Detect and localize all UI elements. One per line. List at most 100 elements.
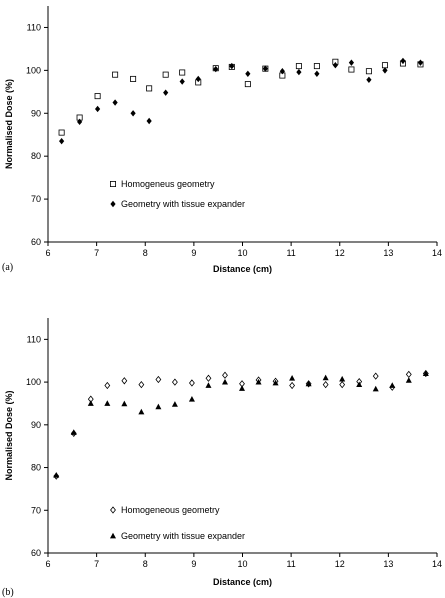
data-point <box>121 377 128 385</box>
data-point <box>58 129 65 136</box>
data-point <box>179 78 185 85</box>
data-point <box>87 400 94 406</box>
data-point <box>365 68 372 75</box>
data-point <box>366 76 372 84</box>
series-2 <box>53 370 429 478</box>
panel-label: (b) <box>2 587 14 598</box>
legend-label: Geometry with tissue expander <box>121 199 245 209</box>
legend: Homogeneus geometry Geometry with tissue … <box>110 179 245 209</box>
x-tick-label: 10 <box>237 248 247 258</box>
data-point <box>205 382 212 388</box>
data-point <box>188 395 195 402</box>
x-tick-label: 12 <box>335 559 345 569</box>
data-point <box>205 374 212 382</box>
x-tick-label: 6 <box>45 559 50 569</box>
legend-marker <box>110 532 116 539</box>
data-point <box>245 70 251 77</box>
y-tick-label: 60 <box>31 237 41 247</box>
y-axis-title: Normalised Dose (%) <box>4 390 14 480</box>
data-point <box>130 75 137 82</box>
x-tick-label: 8 <box>143 559 148 569</box>
y-tick-label: 70 <box>31 194 41 204</box>
y-tick-label: 60 <box>31 548 41 558</box>
data-point <box>339 375 346 382</box>
legend-marker <box>110 506 116 514</box>
y-tick-label: 90 <box>31 108 41 118</box>
y-tick-label: 90 <box>31 420 41 430</box>
data-point <box>272 379 279 386</box>
data-point <box>322 381 329 389</box>
x-axis-title: Distance (cm) <box>213 577 272 587</box>
x-tick-label: 8 <box>143 248 148 258</box>
legend-marker <box>110 200 116 208</box>
series-2 <box>59 57 424 145</box>
data-point <box>94 105 101 113</box>
data-point <box>94 93 101 100</box>
data-point <box>405 370 412 379</box>
data-point <box>295 63 302 70</box>
x-tick-label: 7 <box>94 248 99 258</box>
y-tick-label: 110 <box>27 22 41 32</box>
data-point <box>130 110 136 117</box>
x-tick-label: 7 <box>94 559 99 569</box>
data-point <box>146 117 152 125</box>
data-point <box>112 71 119 78</box>
legend-label: Homogeneous geometry <box>121 505 220 515</box>
data-point <box>348 59 355 66</box>
data-point <box>195 75 201 83</box>
x-tick-label: 13 <box>383 248 393 258</box>
data-point <box>189 379 195 387</box>
data-point <box>262 65 268 72</box>
data-point <box>400 57 406 65</box>
x-tick-label: 11 <box>286 248 295 258</box>
data-point <box>213 65 219 73</box>
data-point <box>155 403 162 410</box>
data-point <box>405 377 412 383</box>
data-point <box>138 408 145 415</box>
data-point <box>289 381 296 390</box>
data-point <box>382 67 388 74</box>
data-point <box>179 69 186 76</box>
data-point <box>59 137 65 145</box>
legend: Homogeneous geometry Geometry with tissue… <box>110 505 245 541</box>
x-tick-label: 10 <box>237 559 247 569</box>
data-point <box>332 62 338 69</box>
series-1 <box>58 58 424 136</box>
data-point <box>162 71 169 78</box>
data-point <box>255 378 262 385</box>
data-point <box>322 374 329 381</box>
y-axis-title: Normalised Dose (%) <box>4 79 14 169</box>
data-point <box>222 371 228 379</box>
x-tick-label: 9 <box>191 248 196 258</box>
legend-label: Geometry with tissue expander <box>121 531 245 541</box>
data-point <box>171 401 178 407</box>
data-point <box>229 62 235 70</box>
data-point <box>339 381 346 389</box>
data-point <box>104 400 111 406</box>
data-point <box>348 66 355 73</box>
legend-label: Homogeneus geometry <box>121 179 215 189</box>
x-tick-label: 9 <box>191 559 196 569</box>
data-point <box>389 382 396 388</box>
data-point <box>221 378 228 385</box>
data-point <box>112 99 118 106</box>
x-tick-label: 12 <box>335 248 345 258</box>
data-point <box>313 63 320 70</box>
x-tick-label: 14 <box>432 559 442 569</box>
y-tick-label: 110 <box>27 334 41 344</box>
x-tick-label: 14 <box>432 248 442 258</box>
chart-panel-a: 60 70 80 90 100 110 6 7 8 9 10 11 12 13 14 Distance (cm… <box>2 6 442 274</box>
y-tick-label: 100 <box>26 377 41 387</box>
y-tick-label: 70 <box>31 505 41 515</box>
data-point <box>289 375 296 381</box>
panel-label: (a) <box>2 262 13 273</box>
data-point <box>305 380 312 387</box>
data-point <box>372 372 379 380</box>
x-tick-label: 13 <box>383 559 393 569</box>
data-point <box>138 381 145 389</box>
x-tick-label: 6 <box>45 248 50 258</box>
data-point <box>163 89 169 96</box>
data-point <box>381 62 388 69</box>
data-point <box>77 118 83 126</box>
